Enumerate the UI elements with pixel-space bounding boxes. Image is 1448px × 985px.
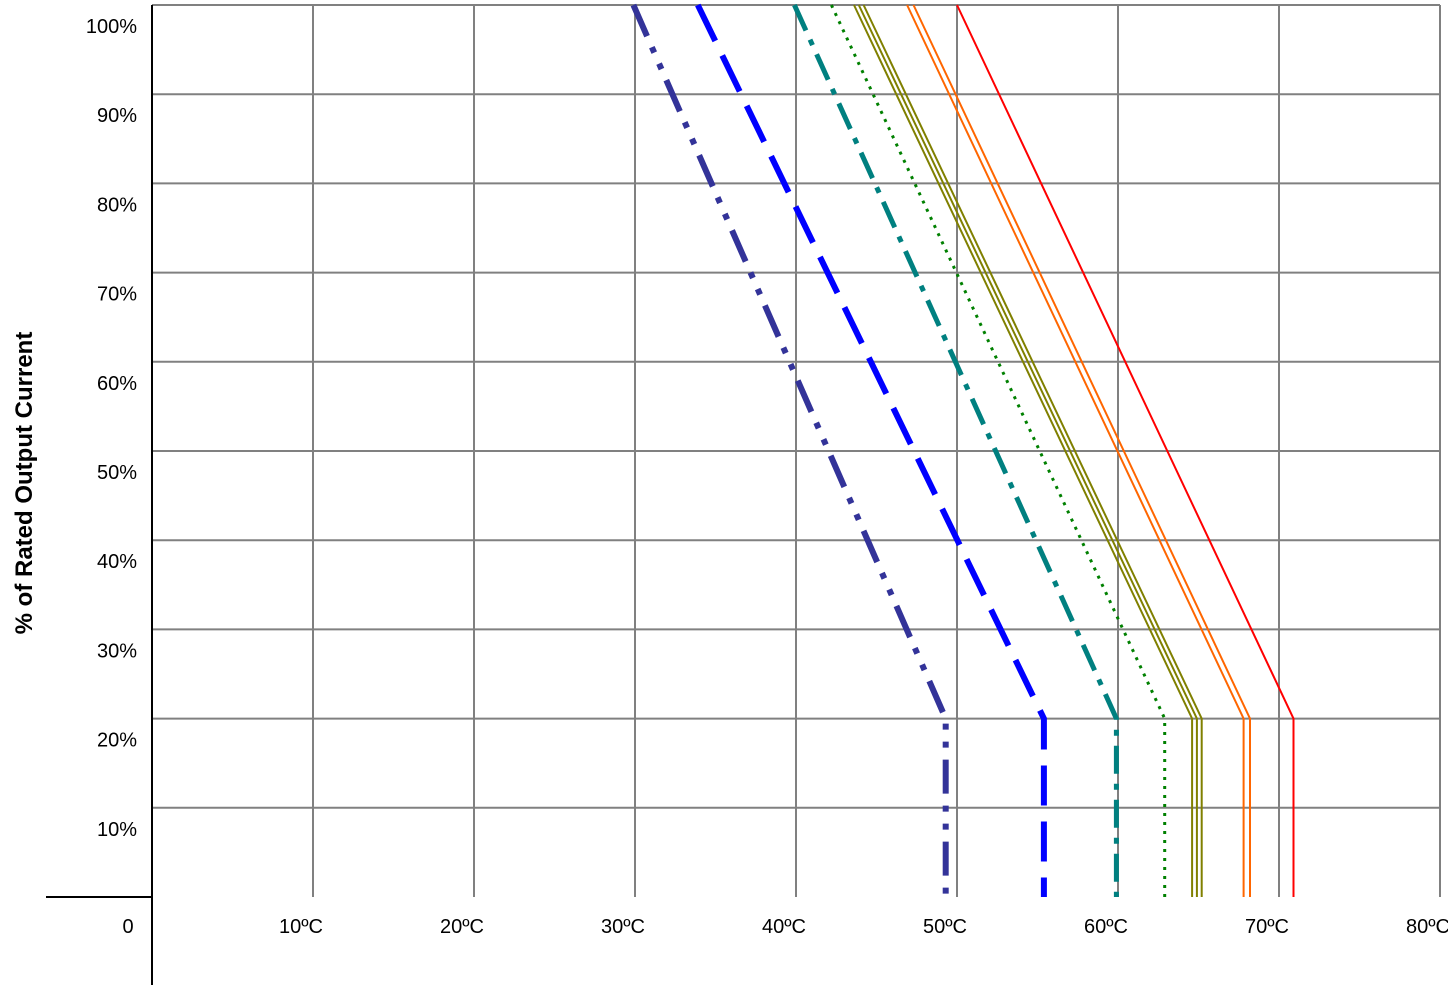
x-tick-label: 70ºC xyxy=(1245,916,1289,938)
series-line-10 xyxy=(956,4,1295,897)
series-line-1 xyxy=(630,3,949,897)
y-tick-label: 100% xyxy=(86,16,137,38)
y-tick-label: 80% xyxy=(97,194,137,216)
y-axis-label: % of Rated Output Current xyxy=(11,332,38,635)
series-lines xyxy=(630,3,1295,897)
x-tick-label: 0 xyxy=(122,916,133,938)
series-line-9 xyxy=(912,4,1251,897)
series-line-4 xyxy=(830,4,1167,897)
series-line-8 xyxy=(906,4,1245,897)
grid xyxy=(152,4,1441,897)
series-line-6 xyxy=(857,4,1198,897)
y-tick-label: 70% xyxy=(97,284,137,306)
series-line-7 xyxy=(862,4,1203,897)
y-tick-label: 90% xyxy=(97,105,137,127)
x-tick-label: 10ºC xyxy=(279,916,323,938)
y-tick-label: 60% xyxy=(97,373,137,395)
x-tick-label: 40ºC xyxy=(762,916,806,938)
y-tick-label: 40% xyxy=(97,551,137,573)
series-line-5 xyxy=(853,4,1194,897)
x-tick-label: 50ºC xyxy=(923,916,967,938)
y-tick-label: 50% xyxy=(97,462,137,484)
y-tick-label: 20% xyxy=(97,730,137,752)
series-line-2 xyxy=(695,3,1047,897)
series-line-3 xyxy=(792,3,1119,897)
axes xyxy=(46,5,153,985)
x-tick-label: 30ºC xyxy=(601,916,645,938)
x-tick-label: 60ºC xyxy=(1084,916,1128,938)
y-tick-label: 30% xyxy=(97,640,137,662)
x-tick-label: 20ºC xyxy=(440,916,484,938)
tick-labels: 0 10ºC 20ºC 30ºC 40ºC 50ºC 60ºC 70ºC 80ºC 10% 20% 3… xyxy=(86,16,1448,938)
x-tick-label: 80ºC xyxy=(1406,916,1448,938)
y-tick-label: 10% xyxy=(97,819,137,841)
